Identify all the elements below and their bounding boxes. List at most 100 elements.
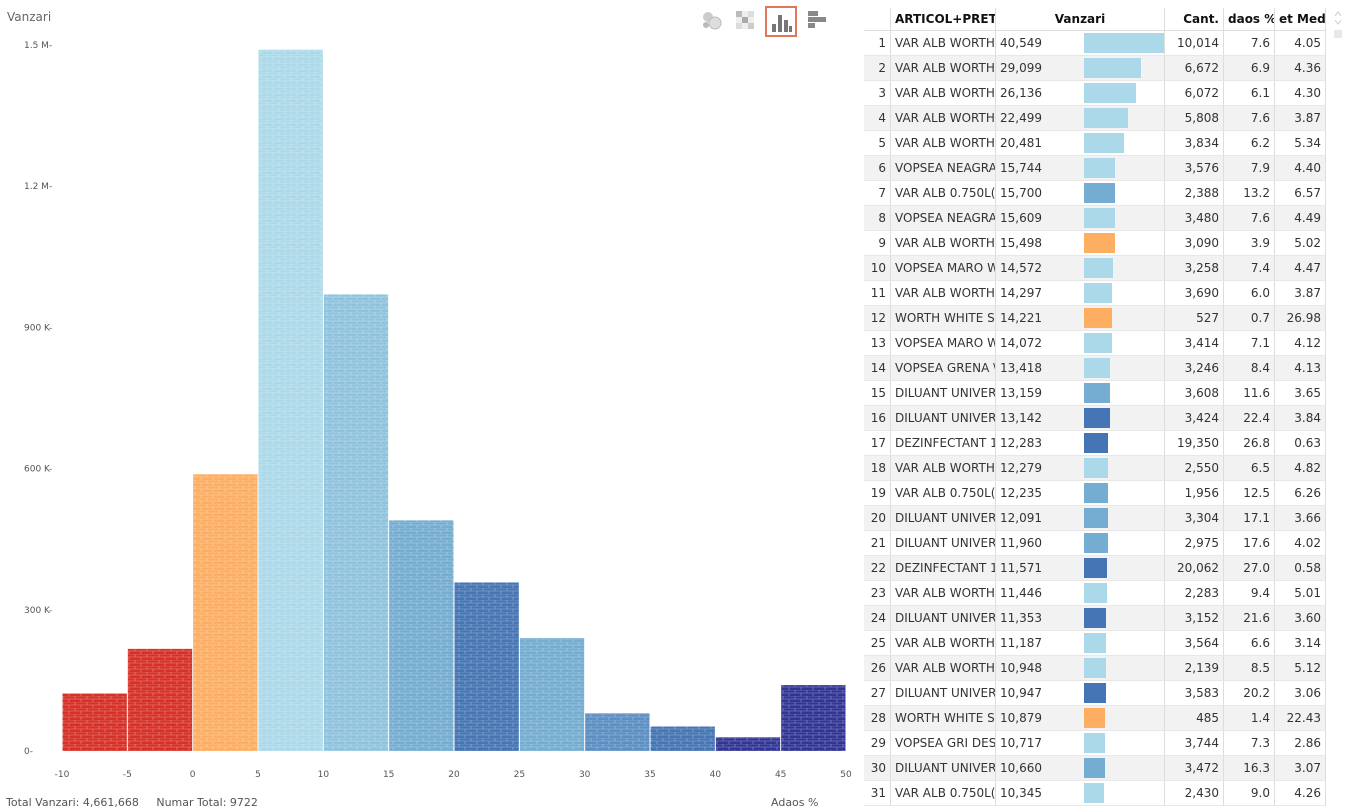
table-row[interactable]: 2 VAR ALB WORTH 29,099 6,672 6.9 4.36: [864, 55, 1326, 81]
row-index: 17: [864, 430, 891, 456]
row-index: 25: [864, 630, 891, 656]
table-row[interactable]: 25 VAR ALB WORTH 11,187 3,564 6.6 3.14: [864, 630, 1326, 656]
table-row[interactable]: 30 DILUANT UNIVER 10,660 3,472 16.3 3.07: [864, 755, 1326, 781]
bar-texture: [585, 713, 650, 751]
histogram-chart: 0- 300 K- 600 K- 900 K- 1.2 M- 1.5 M- -10 -5 0 5…: [24, 41, 852, 780]
table-row[interactable]: 6 VOPSEA NEAGRA 15,744 3,576 7.9 4.40: [864, 155, 1326, 181]
table-row[interactable]: 17 DEZINFECTANT 1 12,283 19,350 26.8 0.63: [864, 430, 1326, 456]
row-cant: 3,583: [1164, 680, 1224, 706]
bubble-view-button[interactable]: [697, 6, 725, 34]
table-row[interactable]: 26 VAR ALB WORTH 10,948 2,139 8.5 5.12: [864, 655, 1326, 681]
header-cant[interactable]: Cant.: [1164, 8, 1224, 31]
row-pret: 6.26: [1274, 480, 1326, 506]
row-vanzari-value: 15,744: [995, 155, 1080, 181]
table-row[interactable]: 27 DILUANT UNIVER 10,947 3,583 20.2 3.06: [864, 680, 1326, 706]
row-vanzari-bar-cell: [1080, 305, 1165, 331]
x-tick-label: 15: [383, 770, 394, 780]
row-index: 20: [864, 505, 891, 531]
table-row[interactable]: 18 VAR ALB WORTH 12,279 2,550 6.5 4.82: [864, 455, 1326, 481]
row-vanzari-bar-cell: [1080, 330, 1165, 356]
row-adaos: 6.0: [1223, 280, 1275, 306]
bars-group: [62, 49, 846, 751]
table-row[interactable]: 21 DILUANT UNIVER 11,960 2,975 17.6 4.02: [864, 530, 1326, 556]
header-vanzari[interactable]: Vanzari: [995, 8, 1165, 31]
table-row[interactable]: 13 VOPSEA MARO W 14,072 3,414 7.1 4.12: [864, 330, 1326, 356]
table-row[interactable]: 3 VAR ALB WORTH 26,136 6,072 6.1 4.30: [864, 80, 1326, 106]
row-pret: 0.63: [1274, 430, 1326, 456]
row-adaos: 6.1: [1223, 80, 1275, 106]
row-vanzari-bar: [1084, 508, 1108, 528]
row-vanzari-value: 11,353: [995, 605, 1080, 631]
row-index: 27: [864, 680, 891, 706]
row-pret: 4.36: [1274, 55, 1326, 81]
row-adaos: 6.9: [1223, 55, 1275, 81]
row-vanzari-bar-cell: [1080, 255, 1165, 281]
bar-texture: [127, 648, 193, 751]
row-adaos: 7.1: [1223, 330, 1275, 356]
row-index: 7: [864, 180, 891, 206]
table-row[interactable]: 12 WORTH WHITE S 14,221 527 0.7 26.98: [864, 305, 1326, 331]
row-adaos: 8.5: [1223, 655, 1275, 681]
row-adaos: 12.5: [1223, 480, 1275, 506]
bar-texture: [715, 737, 781, 751]
header-pret[interactable]: et Med.: [1274, 8, 1326, 31]
table-row[interactable]: 14 VOPSEA GRENA \ 13,418 3,246 8.4 4.13: [864, 355, 1326, 381]
row-articol: DEZINFECTANT 1: [890, 555, 996, 581]
row-pret: 0.58: [1274, 555, 1326, 581]
table-row[interactable]: 20 DILUANT UNIVER 12,091 3,304 17.1 3.66: [864, 505, 1326, 531]
row-articol: VAR ALB WORTH: [890, 230, 996, 256]
table-row[interactable]: 29 VOPSEA GRI DES 10,717 3,744 7.3 2.86: [864, 730, 1326, 756]
table-row[interactable]: 16 DILUANT UNIVER 13,142 3,424 22.4 3.84: [864, 405, 1326, 431]
row-adaos: 0.7: [1223, 305, 1275, 331]
table-row[interactable]: 9 VAR ALB WORTH 15,498 3,090 3.9 5.02: [864, 230, 1326, 256]
row-vanzari-bar: [1084, 533, 1108, 553]
row-cant: 2,283: [1164, 580, 1224, 606]
row-articol: VOPSEA MARO W: [890, 255, 996, 281]
header-adaos[interactable]: daos %: [1223, 8, 1275, 31]
row-vanzari-bar-cell: [1080, 730, 1165, 756]
table-row[interactable]: 4 VAR ALB WORTH 22,499 5,808 7.6 3.87: [864, 105, 1326, 131]
table-header-row: ARTICOL+PRET Vanzari Cant. daos % et Med…: [864, 8, 1326, 31]
sort-arrows-icon[interactable]: [1332, 10, 1344, 40]
table-row[interactable]: 15 DILUANT UNIVER 13,159 3,608 11.6 3.65: [864, 380, 1326, 406]
table-row[interactable]: 8 VOPSEA NEAGRA 15,609 3,480 7.6 4.49: [864, 205, 1326, 231]
table-row[interactable]: 31 VAR ALB 0.750L(10,345 2,430 9.0 4.26: [864, 780, 1326, 806]
x-tick-label: 30: [579, 770, 591, 780]
row-pret: 2.86: [1274, 730, 1326, 756]
table-row[interactable]: 5 VAR ALB WORTH 20,481 3,834 6.2 5.34: [864, 130, 1326, 156]
table-row[interactable]: 7 VAR ALB 0.750L(15,700 2,388 13.2 6.57: [864, 180, 1326, 206]
table-row[interactable]: 11 VAR ALB WORTH 14,297 3,690 6.0 3.87: [864, 280, 1326, 306]
row-pret: 4.30: [1274, 80, 1326, 106]
heatmap-view-button[interactable]: [731, 6, 759, 34]
row-pret: 3.07: [1274, 755, 1326, 781]
row-pret: 3.87: [1274, 280, 1326, 306]
table-row[interactable]: 1 VAR ALB WORTH 40,549 10,014 7.6 4.05: [864, 30, 1326, 56]
row-vanzari-bar: [1084, 133, 1124, 153]
table-row[interactable]: 19 VAR ALB 0.750L(12,235 1,956 12.5 6.26: [864, 480, 1326, 506]
row-index: 9: [864, 230, 891, 256]
row-index: 12: [864, 305, 891, 331]
bar-texture: [389, 520, 454, 751]
table-row[interactable]: 28 WORTH WHITE S 10,879 485 1.4 22.43: [864, 705, 1326, 731]
row-index: 29: [864, 730, 891, 756]
table-row[interactable]: 23 VAR ALB WORTH 11,446 2,283 9.4 5.01: [864, 580, 1326, 606]
row-vanzari-value: 10,879: [995, 705, 1080, 731]
row-index: 15: [864, 380, 891, 406]
row-index: 10: [864, 255, 891, 281]
histogram-view-button[interactable]: [765, 6, 797, 37]
table-row[interactable]: 24 DILUANT UNIVER 11,353 3,152 21.6 3.60: [864, 605, 1326, 631]
row-pret: 3.87: [1274, 105, 1326, 131]
table-row[interactable]: 10 VOPSEA MARO W 14,572 3,258 7.4 4.47: [864, 255, 1326, 281]
table-row[interactable]: 22 DEZINFECTANT 1 11,571 20,062 27.0 0.58: [864, 555, 1326, 581]
row-cant: 10,014: [1164, 30, 1224, 56]
row-pret: 3.14: [1274, 630, 1326, 656]
row-vanzari-bar-cell: [1080, 280, 1165, 306]
row-vanzari-bar-cell: [1080, 380, 1165, 406]
row-pret: 3.66: [1274, 505, 1326, 531]
row-vanzari-value: 10,660: [995, 755, 1080, 781]
row-articol: VAR ALB WORTH: [890, 455, 996, 481]
row-articol: DILUANT UNIVER: [890, 755, 996, 781]
header-articol[interactable]: ARTICOL+PRET: [890, 8, 996, 31]
bar-view-button[interactable]: [803, 6, 831, 34]
row-articol: VOPSEA GRENA \: [890, 355, 996, 381]
